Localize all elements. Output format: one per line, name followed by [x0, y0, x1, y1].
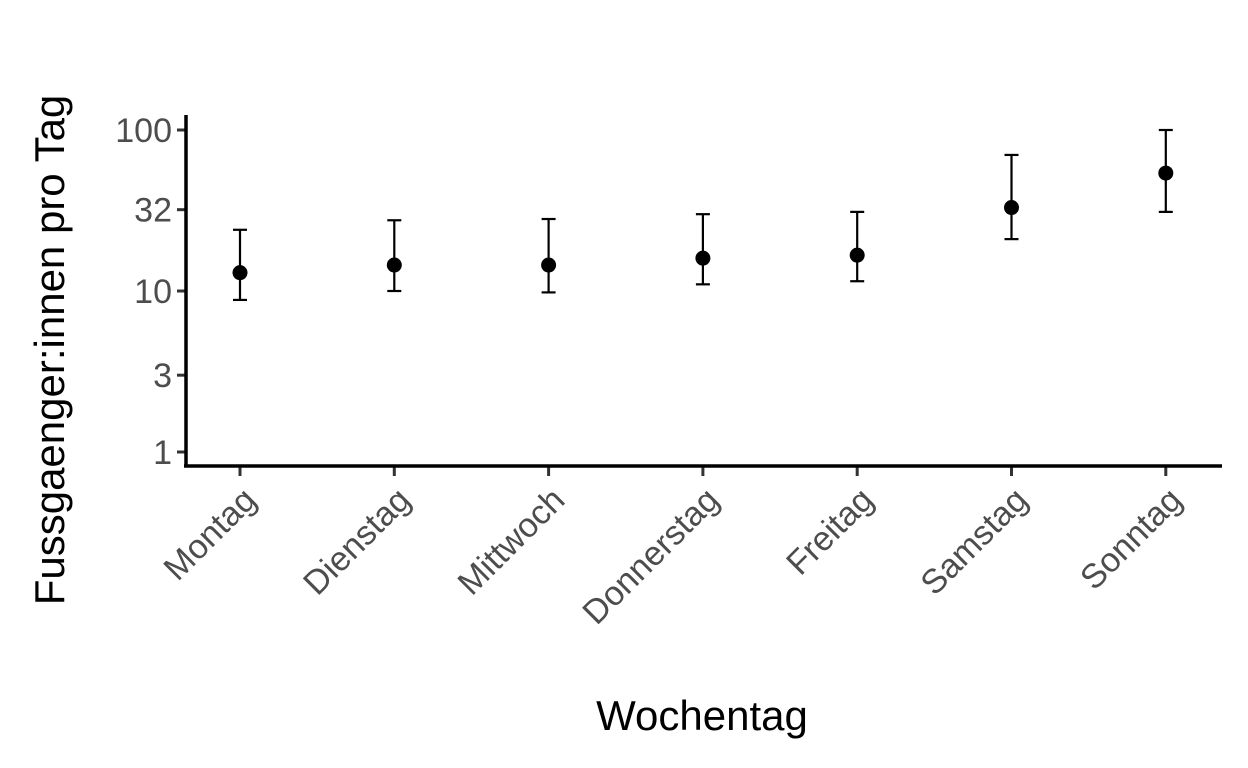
x-tick-label: Samstag	[913, 481, 1035, 603]
y-tick-label: 32	[134, 192, 172, 230]
x-tick-label: Donnerstag	[575, 481, 726, 632]
x-tick-label: Freitag	[779, 481, 881, 583]
error-bar	[1004, 153, 1019, 241]
y-tick-label: 100	[115, 112, 172, 150]
y-tick-label: 3	[153, 357, 172, 395]
x-tick-label: Mittwoch	[451, 481, 573, 603]
error-bar	[387, 219, 402, 293]
y-axis-title: Fussgaenger:innen pro Tag	[26, 95, 73, 606]
data-point	[695, 250, 711, 266]
error-bar	[695, 213, 710, 286]
error-bar	[850, 210, 865, 283]
x-axis-ticks: Montag Dienstag Mittwoch Donnerstag Freitag S…	[157, 466, 1189, 632]
y-tick-label: 1	[153, 434, 172, 472]
error-bars	[233, 128, 1173, 302]
data-point	[541, 257, 557, 273]
data-point	[1158, 165, 1174, 181]
data-point	[1004, 200, 1019, 216]
x-tick-label: Dienstag	[296, 481, 418, 603]
x-tick-label: Montag	[157, 481, 264, 588]
error-bar	[541, 217, 556, 294]
data-point	[849, 247, 865, 263]
x-axis-title: Wochentag	[596, 692, 808, 739]
data-points	[232, 165, 1174, 281]
y-tick-label: 10	[134, 273, 172, 311]
data-point	[386, 257, 402, 273]
y-axis-ticks: 1 3 10 32 100	[115, 112, 186, 472]
x-tick-label: Sonntag	[1073, 481, 1189, 597]
data-point	[232, 265, 248, 281]
error-bar	[233, 228, 247, 302]
